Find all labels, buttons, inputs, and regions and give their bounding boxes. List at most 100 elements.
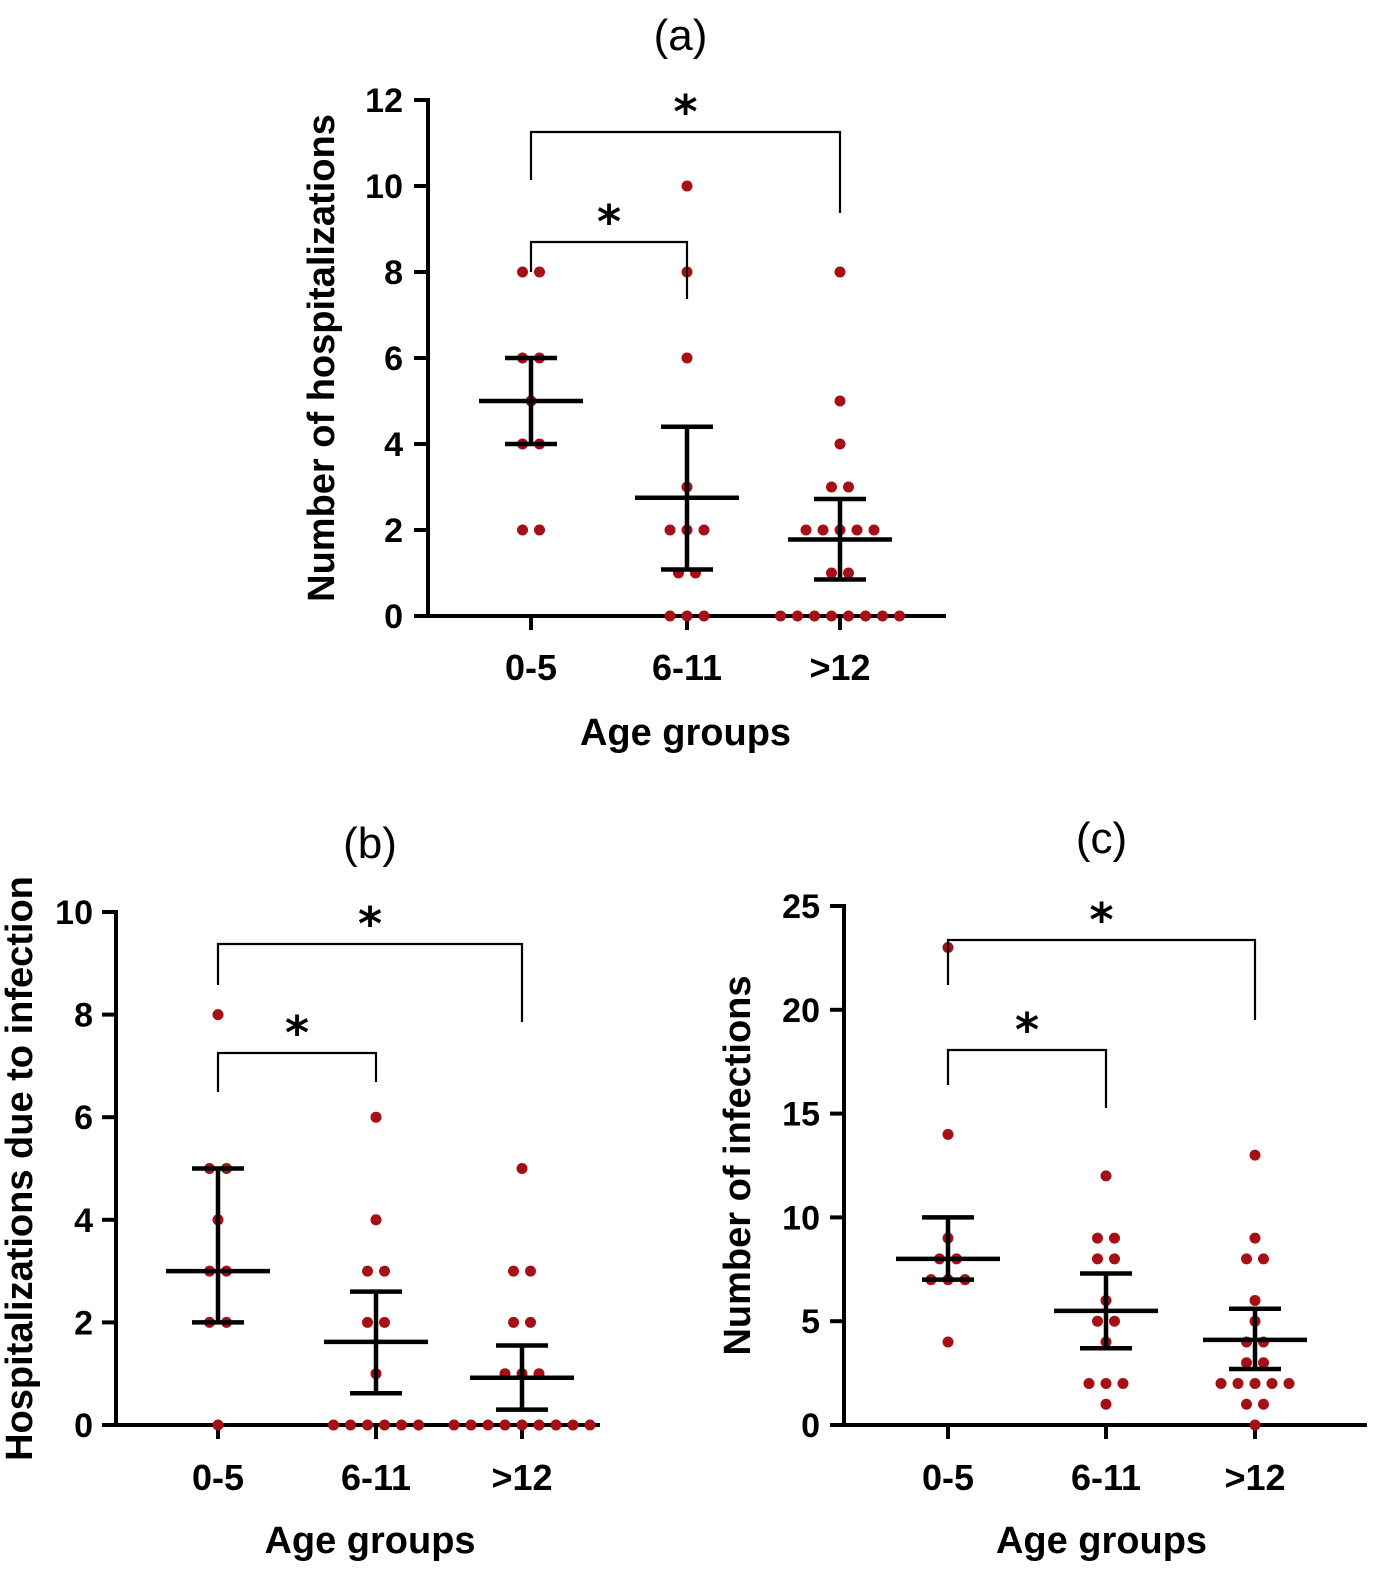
data-point [1249, 1294, 1261, 1306]
y-tick-label: 20 [782, 992, 820, 1030]
y-axis-label: Number of infections [717, 975, 759, 1355]
data-point [834, 438, 846, 450]
data-point [681, 180, 693, 192]
y-tick-label: 25 [782, 888, 820, 926]
y-tick-label: 8 [74, 997, 93, 1035]
data-point [584, 1419, 596, 1431]
data-point [550, 1419, 562, 1431]
data-point [1249, 1377, 1261, 1389]
data-point [534, 524, 545, 536]
chart-panel-1: (a) 0 2 4 6 8 10 12 0-5 6-11 >12 Age groups Number o… [301, 11, 946, 754]
data-point [877, 610, 888, 622]
y-tick-label: 10 [55, 894, 93, 932]
data-point [1241, 1398, 1252, 1410]
significance-bracket [216, 1051, 378, 1092]
x-axis-label: Age groups [996, 1520, 1207, 1562]
data-point [1241, 1357, 1252, 1369]
data-point [516, 1163, 528, 1174]
y-axis-label: Hospitalizations due to infection [0, 876, 41, 1461]
data-point [517, 266, 528, 278]
data-point [345, 1419, 356, 1431]
y-tick-label: 6 [74, 1099, 93, 1137]
data-point [379, 1265, 390, 1277]
significance-star: * [1015, 1003, 1039, 1057]
data-point [664, 524, 676, 536]
data-point [362, 1265, 373, 1277]
data-point [516, 1419, 528, 1431]
chart-panel-2: (b) 0 2 4 6 8 10 0-5 6-11 >12 Age groups Hospitaliz… [0, 819, 600, 1562]
data-point [834, 395, 846, 407]
data-point [379, 1316, 390, 1328]
data-point [517, 524, 528, 536]
data-point [448, 1419, 460, 1431]
x-tick-label: 6-11 [341, 1457, 411, 1498]
y-tick-label: 6 [384, 340, 403, 378]
data-point [1092, 1253, 1103, 1265]
y-tick-label: 2 [74, 1304, 93, 1342]
data-point [834, 266, 846, 278]
data-point [379, 1419, 390, 1431]
data-point [868, 524, 880, 536]
data-point [1092, 1315, 1103, 1327]
data-point [1266, 1377, 1278, 1389]
y-tick-label: 10 [365, 168, 403, 206]
panel-title: (a) [654, 11, 708, 60]
data-point [212, 1419, 224, 1431]
y-tick-label: 15 [782, 1096, 820, 1134]
y-tick-label: 12 [365, 82, 403, 120]
data-point [1100, 1170, 1112, 1182]
x-tick-label: 0-5 [192, 1457, 244, 1498]
significance-star: * [285, 1006, 309, 1060]
data-point [533, 1419, 545, 1431]
data-point [1117, 1377, 1129, 1389]
data-point [413, 1419, 424, 1431]
data-point [534, 266, 545, 278]
data-point [843, 610, 854, 622]
data-point [851, 524, 863, 536]
data-point [508, 1265, 519, 1277]
data-point [800, 524, 812, 536]
data-point [370, 1111, 382, 1123]
data-point [681, 610, 693, 622]
significance-bracket [529, 240, 689, 299]
significance-star: * [1089, 893, 1113, 947]
panel-title: (c) [1076, 814, 1127, 863]
significance-bracket [529, 130, 842, 213]
data-point [1258, 1398, 1269, 1410]
data-point [525, 1265, 536, 1277]
significance-bracket [946, 938, 1257, 1020]
data-point [860, 610, 871, 622]
data-point [698, 524, 710, 536]
data-point [1092, 1232, 1103, 1244]
data-point [1258, 1357, 1269, 1369]
data-point [809, 610, 820, 622]
data-point [396, 1419, 407, 1431]
data-point [942, 1336, 954, 1348]
data-point [1249, 1232, 1261, 1244]
y-tick-label: 5 [801, 1303, 820, 1341]
significance-star: * [358, 897, 382, 951]
data-point [681, 352, 693, 364]
data-point [508, 1316, 519, 1328]
x-axis-label: Age groups [580, 712, 791, 754]
data-point [212, 1009, 224, 1021]
x-tick-label: >12 [1224, 1457, 1285, 1498]
data-point [1241, 1253, 1252, 1265]
data-point [826, 610, 837, 622]
data-point [894, 610, 905, 622]
data-point [370, 1214, 382, 1226]
data-point [362, 1316, 373, 1328]
data-point [826, 567, 837, 579]
data-point [817, 524, 829, 536]
data-point [843, 481, 854, 493]
data-point [499, 1419, 511, 1431]
significance-bracket [946, 1048, 1108, 1108]
x-tick-label: >12 [809, 647, 870, 688]
y-axis-label: Number of hospitalizations [301, 114, 343, 602]
data-point [1109, 1232, 1120, 1244]
x-tick-label: 0-5 [505, 647, 557, 688]
y-tick-label: 0 [801, 1407, 820, 1445]
significance-star: * [597, 195, 621, 249]
y-tick-label: 0 [74, 1407, 93, 1445]
